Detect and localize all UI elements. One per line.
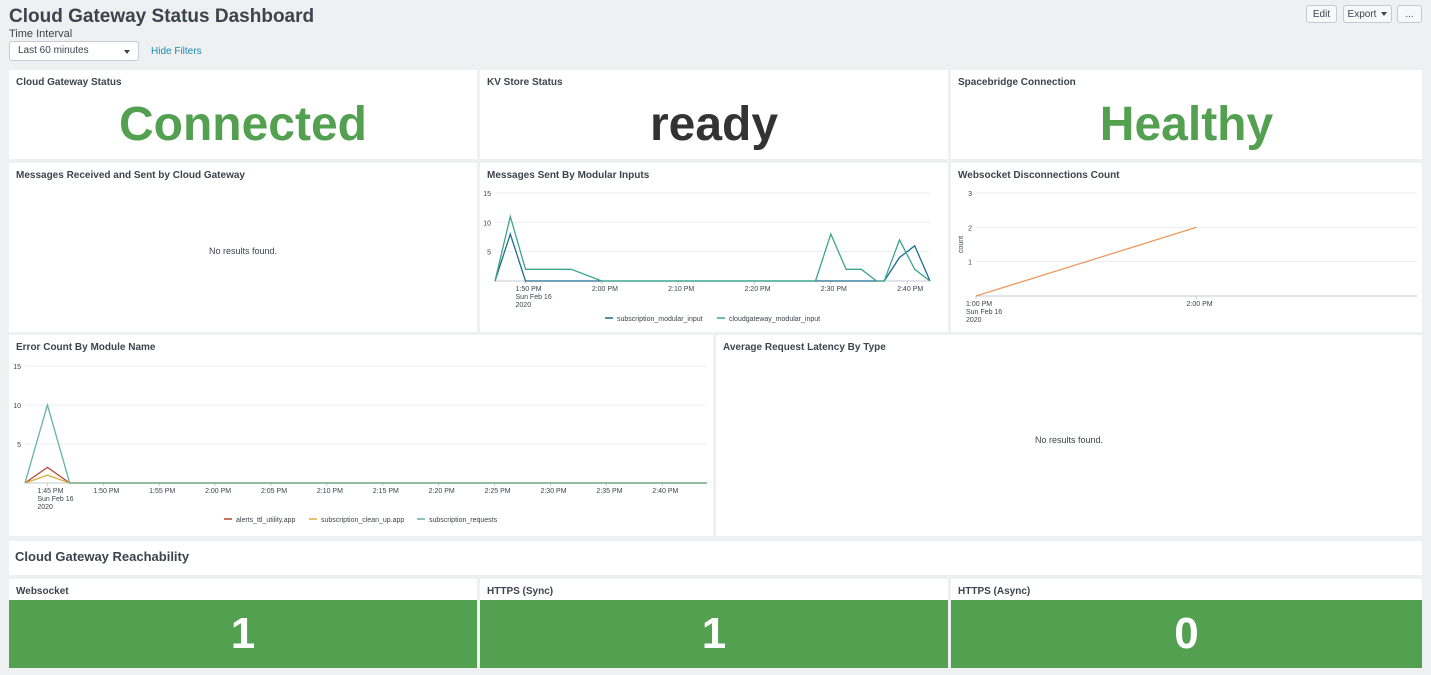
websocket-reachability-value: 1 [9,600,477,668]
kv-store-status-value: ready [649,98,779,151]
x-tick-label: 1:00 PM Sun Feb 16 2020 [966,301,1002,324]
y-tick-label: 1 [968,260,972,267]
x-tick-label: 2:40 PM [652,488,678,495]
panel-title: Error Count By Module Name [16,342,156,353]
request-latency-panel: Average Request Latency By Type No resul… [716,335,1422,536]
x-tick-label: 2:00 PM [1187,301,1213,308]
https-async-reachability-value: 0 [951,600,1422,668]
x-tick-label: 1:45 PM Sun Feb 16 2020 [37,488,73,511]
panel-title: Average Request Latency By Type [723,342,886,353]
panel-title: Messages Received and Sent by Cloud Gate… [16,170,245,181]
legend-label: alerts_ttl_utility.app [236,517,296,524]
panel-title: Cloud Gateway Status [16,77,122,88]
chevron-down-icon [1381,12,1388,16]
more-button-label: ... [1405,8,1414,20]
cloud-gateway-status-panel: Cloud Gateway Status Connected [9,70,477,159]
time-interval-label: Time Interval [9,28,73,40]
x-tick-label: 2:40 PM [897,286,923,293]
messages-modular-inputs-panel: Messages Sent By Modular Inputs 5 10 15 1:5… [480,163,948,332]
series-line-subscription_clean_up.app [24,474,707,484]
x-tick-label: 2:10 PM [668,286,694,293]
panel-title: Messages Sent By Modular Inputs [487,170,650,181]
x-tick-label: 2:00 PM [205,488,231,495]
legend-label: subscription_modular_input [617,316,703,323]
panel-title: HTTPS (Sync) [487,586,554,597]
x-tick-label: 1:50 PM Sun Feb 16 2020 [516,286,552,309]
x-tick-label: 2:00 PM [592,286,618,293]
x-tick-label: 2:15 PM [373,488,399,495]
websocket-disconnections-panel: Websocket Disconnections Count 1 2 3 count 1… [951,163,1422,332]
https-async-reachability-panel: HTTPS (Async) 0 [951,579,1422,668]
x-tick-label: 2:25 PM [485,488,511,495]
no-results-message: No results found. [208,246,278,256]
legend-label: cloudgateway_modular_input [729,316,820,323]
y-tick-label: 10 [483,220,491,227]
y-tick-label: 2 [968,225,972,232]
hide-filters-link[interactable]: Hide Filters [151,46,202,57]
series-line-cloudgateway_modular_input [494,213,931,282]
y-tick-label: 15 [13,364,21,371]
x-tick-label: 2:20 PM [429,488,455,495]
series-line-subscription_requests [24,402,707,484]
x-tick-label: 1:55 PM [149,488,175,495]
export-button-label: Export [1347,8,1377,20]
cloud-gateway-status-value: Connected [118,98,367,151]
legend-label: subscription_clean_up.app [321,517,404,524]
no-results-message: No results found. [1034,435,1104,445]
x-tick-label: 2:20 PM [744,286,770,293]
https-sync-reachability-value: 1 [480,600,948,668]
series-line-subscription_modular_input [494,231,931,282]
messages-cloud-gateway-panel: Messages Received and Sent by Cloud Gate… [9,163,477,332]
panel-title: Websocket [16,586,69,597]
y-tick-label: 10 [13,403,21,410]
series-line-alerts_ttl_utility.app [24,466,707,484]
y-tick-label: 3 [968,191,972,198]
spacebridge-connection-panel: Spacebridge Connection Healthy [951,70,1422,159]
time-interval-dropdown[interactable]: Last 60 minutes [9,41,139,61]
legend-label: subscription_requests [429,517,498,524]
y-tick-label: 5 [17,442,21,449]
spacebridge-connection-value: Healthy [1099,98,1274,151]
x-tick-label: 2:35 PM [596,488,622,495]
x-tick-label: 2:05 PM [261,488,287,495]
panel-title: KV Store Status [487,77,563,88]
https-sync-reachability-panel: HTTPS (Sync) 1 [480,579,948,668]
error-count-chart: 5 10 15 1:45 PM Sun Feb 16 2020 1:50 PM 1:55 PM… [13,364,707,524]
y-tick-label: 5 [487,250,491,257]
panel-title: Websocket Disconnections Count [958,170,1120,181]
panel-title: HTTPS (Async) [958,586,1031,597]
time-interval-value: Last 60 minutes [18,45,89,56]
page-title: Cloud Gateway Status Dashboard [9,6,315,27]
websocket-disconnections-chart: 1 2 3 count 1:00 PM Sun Feb 16 2020 2:00 PM [958,191,1417,324]
x-tick-label: 1:50 PM [93,488,119,495]
y-axis-label: count [958,236,965,253]
messages-modular-chart: 5 10 15 1:50 PM Sun Feb 16 2020 2:00 PM 2:10 PM… [483,191,931,323]
chevron-down-icon [124,50,130,54]
websocket-reachability-panel: Websocket 1 [9,579,477,668]
reachability-section: Cloud Gateway Reachability [9,541,1422,575]
more-button[interactable]: ... [1397,5,1422,23]
kv-store-status-panel: KV Store Status ready [480,70,948,159]
series-line-count [975,226,1197,297]
x-tick-label: 2:30 PM [821,286,847,293]
x-tick-label: 2:30 PM [540,488,566,495]
export-button[interactable]: Export [1343,5,1392,23]
error-count-panel: Error Count By Module Name 5 10 15 1:45 PM S… [9,335,713,536]
section-title: Cloud Gateway Reachability [15,549,190,564]
edit-button[interactable]: Edit [1306,5,1337,23]
x-tick-label: 2:10 PM [317,488,343,495]
edit-button-label: Edit [1312,8,1331,20]
y-tick-label: 15 [483,191,491,198]
panel-title: Spacebridge Connection [958,77,1076,88]
